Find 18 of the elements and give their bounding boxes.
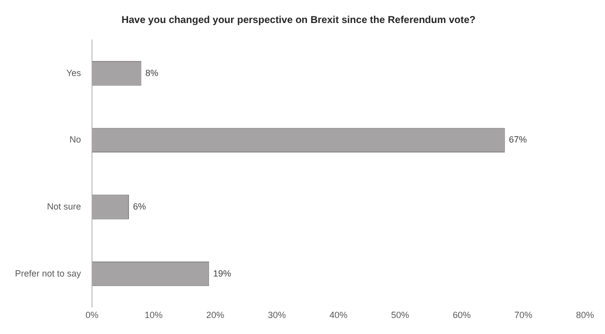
x-tick-label: 10%	[144, 310, 163, 320]
x-tick-label: 30%	[268, 310, 286, 320]
x-tick-label: 20%	[206, 310, 224, 320]
data-label: 67%	[508, 134, 527, 145]
x-tick-label: 0%	[86, 310, 99, 320]
data-label: 19%	[213, 268, 232, 278]
y-tick-label: Yes	[66, 68, 82, 78]
x-tick-label: 40%	[330, 310, 348, 320]
x-tick-label: 50%	[391, 310, 410, 320]
y-tick-label: Not sure	[47, 201, 82, 212]
y-tick-label: No	[70, 134, 82, 145]
x-tick-label: 80%	[576, 310, 594, 320]
x-tick-label: 60%	[452, 310, 471, 320]
y-tick-label: Prefer not to say	[14, 268, 82, 278]
data-label: 6%	[133, 201, 146, 212]
x-tick-label: 70%	[514, 310, 532, 320]
data-label: 8%	[145, 68, 158, 78]
chart-title: Have you changed your perspective on Brexit since the Referendum vote?	[122, 14, 476, 26]
